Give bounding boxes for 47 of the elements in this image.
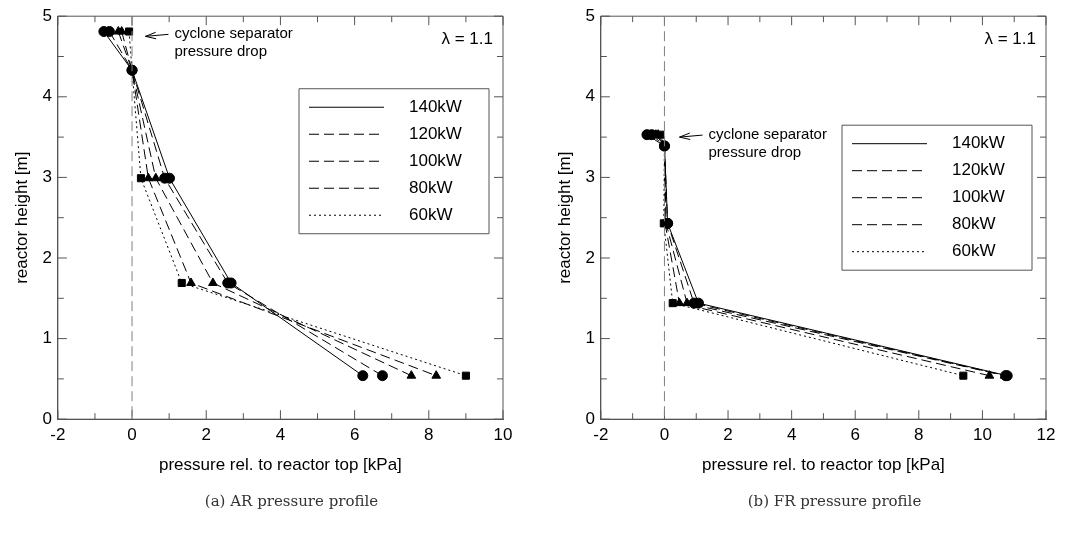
y-tick-label: 4 bbox=[42, 86, 52, 106]
x-tick-label: 2 bbox=[723, 425, 733, 445]
y-tick-label: 1 bbox=[42, 328, 52, 348]
x-tick-label: -2 bbox=[593, 425, 609, 445]
y-tick-label: 5 bbox=[42, 5, 52, 25]
y-tick-label: 1 bbox=[585, 328, 595, 348]
x-axis-title: pressure rel. to reactor top [kPa] bbox=[159, 455, 402, 475]
text: (b) FR pressure profile bbox=[746, 492, 923, 510]
x-tick-label: -2 bbox=[50, 425, 66, 445]
x-tick-label: 10 bbox=[493, 425, 513, 445]
y-axis-title: reactor height [m] bbox=[554, 151, 574, 284]
legend-label: 60kW bbox=[409, 204, 453, 224]
legend-label: 100kW bbox=[952, 187, 1005, 207]
legend-label: 80kW bbox=[952, 214, 996, 234]
x-tick-label: 12 bbox=[1036, 425, 1056, 445]
legend-label: 140kW bbox=[409, 96, 462, 116]
y-tick-label: 2 bbox=[585, 247, 595, 267]
annotation: cyclone separator pressure drop bbox=[708, 125, 827, 161]
x-tick-label: 6 bbox=[349, 425, 360, 445]
x-axis-title: pressure rel. to reactor top [kPa] bbox=[702, 455, 945, 475]
x-tick-label: 6 bbox=[850, 425, 860, 445]
x-tick-label: 0 bbox=[659, 425, 670, 445]
x-tick-label: 8 bbox=[424, 425, 434, 445]
y-tick-label: 3 bbox=[42, 167, 52, 187]
legend-label: 140kW bbox=[952, 133, 1005, 153]
legend-label: 60kW bbox=[952, 241, 996, 261]
x-tick-label: 4 bbox=[275, 425, 286, 445]
x-tick-label: 2 bbox=[201, 425, 211, 445]
y-tick-label: 0 bbox=[42, 408, 52, 428]
y-tick-label: 2 bbox=[42, 247, 52, 267]
annotation: λ = 1.1 bbox=[441, 29, 493, 49]
x-tick-label: 10 bbox=[972, 425, 992, 445]
x-tick-label: 0 bbox=[127, 425, 137, 445]
legend-label: 100kW bbox=[409, 150, 462, 170]
annotation: cyclone separator pressure drop bbox=[174, 24, 293, 60]
annotation: λ = 1.1 bbox=[984, 29, 1036, 49]
y-tick-label: 5 bbox=[585, 5, 595, 25]
legend-label: 80kW bbox=[409, 177, 453, 197]
y-axis-title: reactor height [m] bbox=[11, 151, 31, 284]
y-tick-label: 0 bbox=[585, 408, 595, 428]
y-tick-label: 3 bbox=[585, 167, 595, 187]
legend-label: 120kW bbox=[952, 160, 1005, 180]
x-tick-label: 4 bbox=[786, 425, 797, 445]
legend-label: 120kW bbox=[409, 123, 462, 143]
x-tick-label: 8 bbox=[914, 425, 924, 445]
y-tick-label: 4 bbox=[585, 86, 595, 106]
text: (a) AR pressure profile bbox=[203, 492, 380, 510]
